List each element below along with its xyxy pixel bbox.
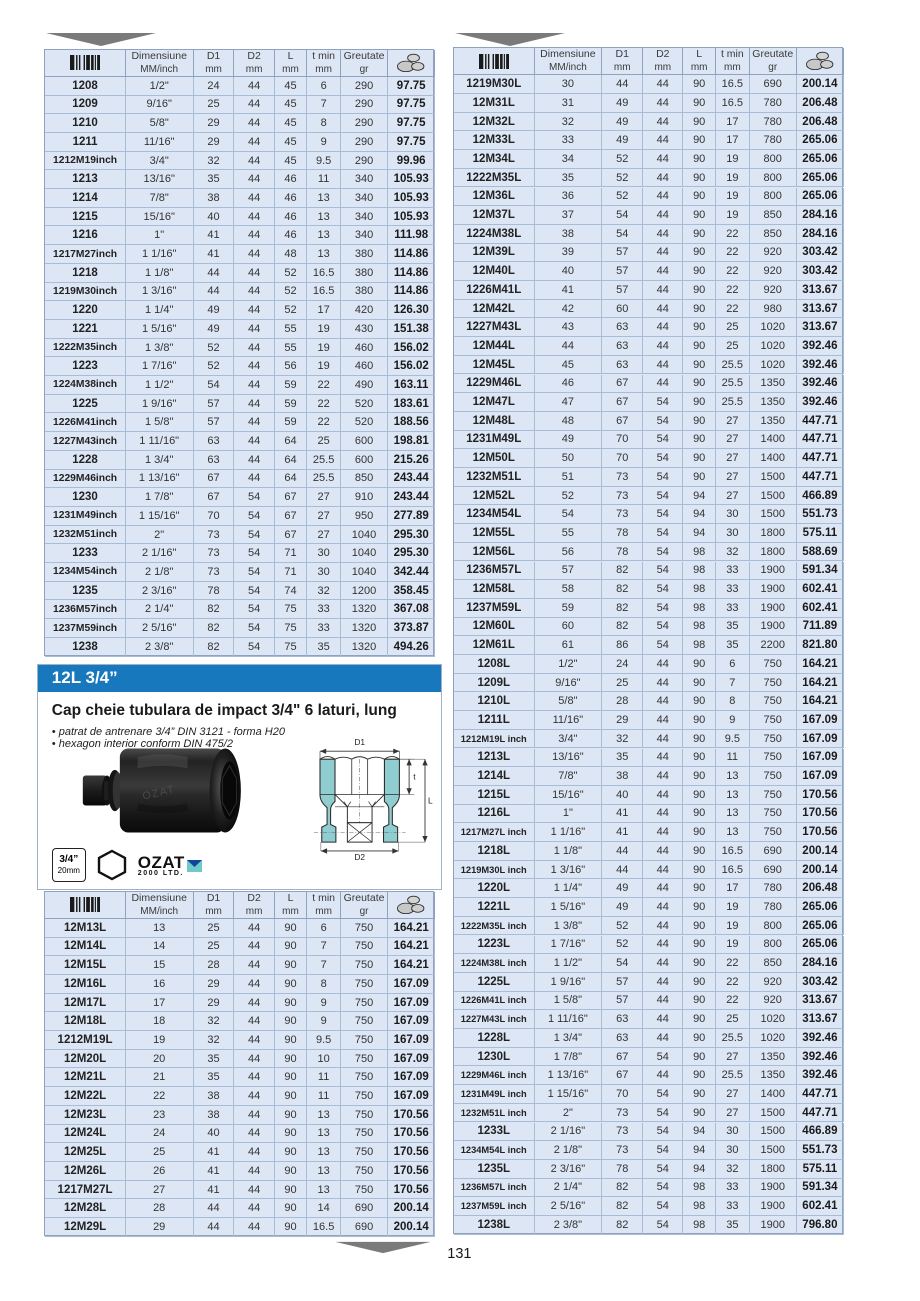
svg-text:D2: D2 — [354, 851, 365, 861]
svg-text:t: t — [413, 771, 416, 781]
svg-text:L: L — [428, 795, 433, 805]
svg-text:D1: D1 — [354, 738, 365, 747]
